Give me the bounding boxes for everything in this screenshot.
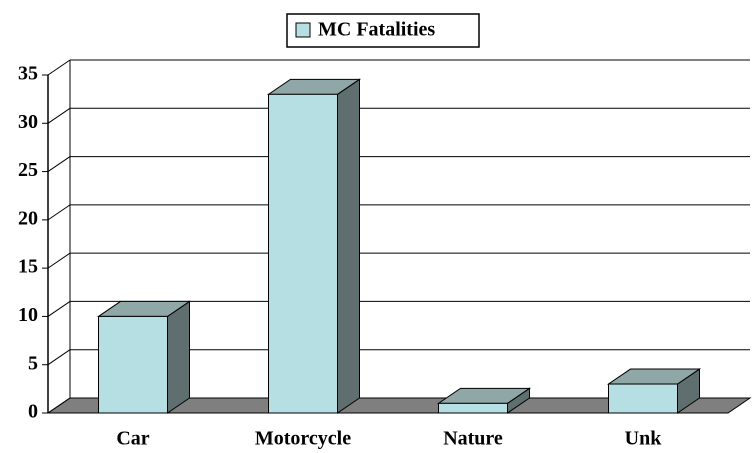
grid-line [47, 349, 71, 366]
grid-line [47, 252, 71, 269]
y-tick-label: 10 [18, 304, 38, 326]
grid-line [47, 107, 71, 124]
y-tick-label: 0 [28, 401, 38, 423]
y-tick-label: 30 [18, 111, 38, 133]
bar [268, 93, 338, 414]
bar-side [167, 300, 190, 414]
x-tick-label: Nature [443, 428, 503, 450]
y-tick-label: 5 [28, 352, 38, 374]
x-tick-label: Unk [625, 428, 663, 450]
y-tick-label: 15 [18, 256, 38, 278]
bar-side [337, 78, 360, 414]
y-tick-label: 25 [18, 159, 38, 181]
y-tick-label: 35 [18, 63, 38, 85]
legend-swatch [295, 22, 311, 38]
y-tick-label: 20 [18, 207, 38, 229]
grid-line [47, 204, 71, 221]
x-tick-label: Car [116, 428, 149, 450]
bar [438, 402, 508, 414]
grid-line [47, 397, 71, 414]
grid-line [47, 156, 71, 172]
x-tick-label: Motorcycle [255, 428, 351, 450]
grid-line [47, 59, 71, 76]
legend: MC Fatalities [286, 13, 480, 48]
legend-box [286, 13, 480, 48]
grid-line [47, 301, 71, 317]
bar [608, 383, 678, 414]
legend-label: MC Fatalities [318, 19, 435, 41]
bar [98, 315, 168, 414]
